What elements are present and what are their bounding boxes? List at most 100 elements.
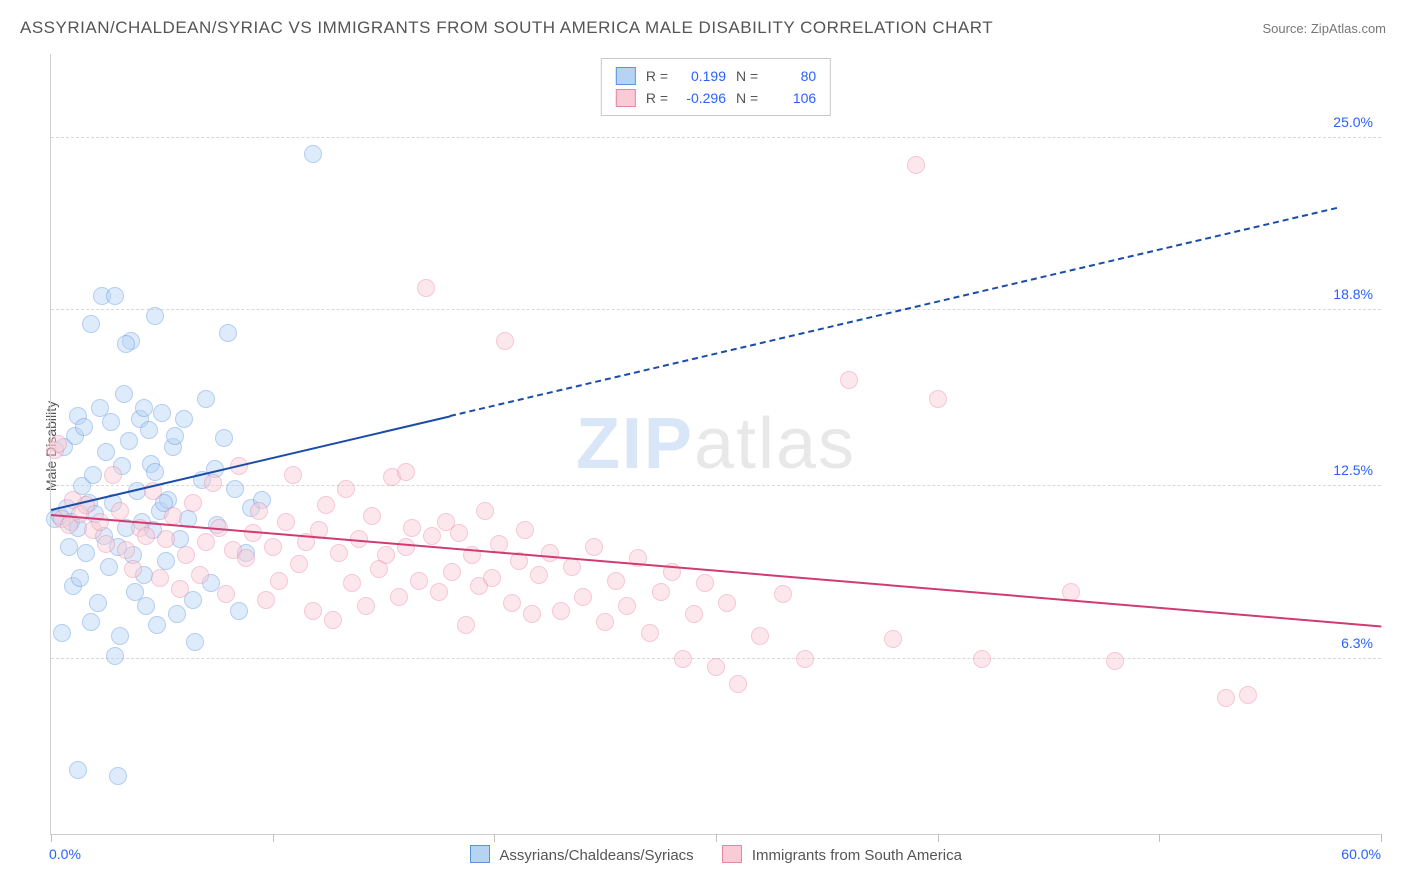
scatter-point [166, 427, 184, 445]
scatter-point [146, 307, 164, 325]
legend-top-row-2: R = -0.296 N = 106 [616, 87, 816, 109]
x-max-label: 60.0% [1341, 846, 1381, 862]
scatter-point [71, 569, 89, 587]
scatter-point [503, 594, 521, 612]
scatter-point [363, 507, 381, 525]
legend-bottom-item-2: Immigrants from South America [722, 845, 962, 864]
x-tick [273, 834, 274, 842]
legend-top: R = 0.199 N = 80 R = -0.296 N = 106 [601, 58, 831, 116]
legend-n-value-1: 80 [768, 68, 816, 84]
legend-swatch-southamerica [616, 89, 636, 107]
scatter-point [137, 527, 155, 545]
scatter-point [215, 429, 233, 447]
scatter-point [230, 602, 248, 620]
scatter-point [403, 519, 421, 537]
legend-bottom-label-1: Assyrians/Chaldeans/Syriacs [499, 847, 693, 864]
x-tick [1159, 834, 1160, 842]
scatter-point [184, 494, 202, 512]
legend-n-label: N = [736, 68, 758, 84]
scatter-point [137, 597, 155, 615]
scatter-point [100, 558, 118, 576]
scatter-point [117, 335, 135, 353]
scatter-point [476, 502, 494, 520]
x-tick [1381, 834, 1382, 842]
scatter-point [397, 538, 415, 556]
scatter-point [729, 675, 747, 693]
scatter-point [796, 650, 814, 668]
legend-bottom: Assyrians/Chaldeans/Syriacs Immigrants f… [51, 845, 1381, 864]
scatter-point [290, 555, 308, 573]
scatter-point [457, 616, 475, 634]
watermark-bold: ZIP [576, 404, 694, 484]
scatter-point [115, 385, 133, 403]
scatter-point [82, 613, 100, 631]
scatter-point [574, 588, 592, 606]
scatter-point [53, 624, 71, 642]
scatter-point [97, 535, 115, 553]
scatter-point [75, 418, 93, 436]
scatter-point [450, 524, 468, 542]
scatter-point [197, 390, 215, 408]
scatter-point [523, 605, 541, 623]
scatter-point [707, 658, 725, 676]
legend-bottom-swatch-1 [470, 845, 490, 863]
scatter-point [618, 597, 636, 615]
scatter-point [377, 546, 395, 564]
scatter-point [250, 502, 268, 520]
y-tick-label: 18.8% [1333, 286, 1373, 302]
x-tick [494, 834, 495, 842]
scatter-point [77, 544, 95, 562]
scatter-point [106, 287, 124, 305]
scatter-point [106, 647, 124, 665]
scatter-point [496, 332, 514, 350]
header-row: ASSYRIAN/CHALDEAN/SYRIAC VS IMMIGRANTS F… [20, 18, 1386, 38]
scatter-point [337, 480, 355, 498]
scatter-point [397, 463, 415, 481]
scatter-point [124, 560, 142, 578]
scatter-point [257, 591, 275, 609]
gridline [51, 309, 1381, 310]
scatter-point [563, 558, 581, 576]
scatter-point [102, 413, 120, 431]
scatter-point [135, 399, 153, 417]
scatter-point [552, 602, 570, 620]
legend-n-value-2: 106 [768, 90, 816, 106]
scatter-point [60, 538, 78, 556]
scatter-point [1106, 652, 1124, 670]
scatter-point [197, 533, 215, 551]
scatter-point [607, 572, 625, 590]
trend-line [51, 514, 1381, 627]
legend-r-value-2: -0.296 [678, 90, 726, 106]
scatter-point [111, 502, 129, 520]
scatter-point [1239, 686, 1257, 704]
scatter-point [907, 156, 925, 174]
scatter-point [718, 594, 736, 612]
gridline [51, 137, 1381, 138]
scatter-point [284, 466, 302, 484]
scatter-point [91, 513, 109, 531]
y-tick-label: 6.3% [1341, 635, 1373, 651]
scatter-point [186, 633, 204, 651]
scatter-point [204, 474, 222, 492]
scatter-point [237, 549, 255, 567]
scatter-point [317, 496, 335, 514]
legend-swatch-assyrian [616, 67, 636, 85]
scatter-point [217, 585, 235, 603]
scatter-point [973, 650, 991, 668]
scatter-point [140, 421, 158, 439]
source-label: Source: ZipAtlas.com [1262, 21, 1386, 36]
scatter-point [324, 611, 342, 629]
scatter-point [304, 602, 322, 620]
scatter-point [270, 572, 288, 590]
scatter-point [151, 569, 169, 587]
scatter-point [304, 145, 322, 163]
scatter-point [423, 527, 441, 545]
x-tick [716, 834, 717, 842]
scatter-point [171, 580, 189, 598]
scatter-point [157, 530, 175, 548]
legend-bottom-swatch-2 [722, 845, 742, 863]
scatter-point [49, 435, 67, 453]
watermark: ZIPatlas [576, 403, 856, 485]
scatter-point [430, 583, 448, 601]
scatter-point [148, 616, 166, 634]
